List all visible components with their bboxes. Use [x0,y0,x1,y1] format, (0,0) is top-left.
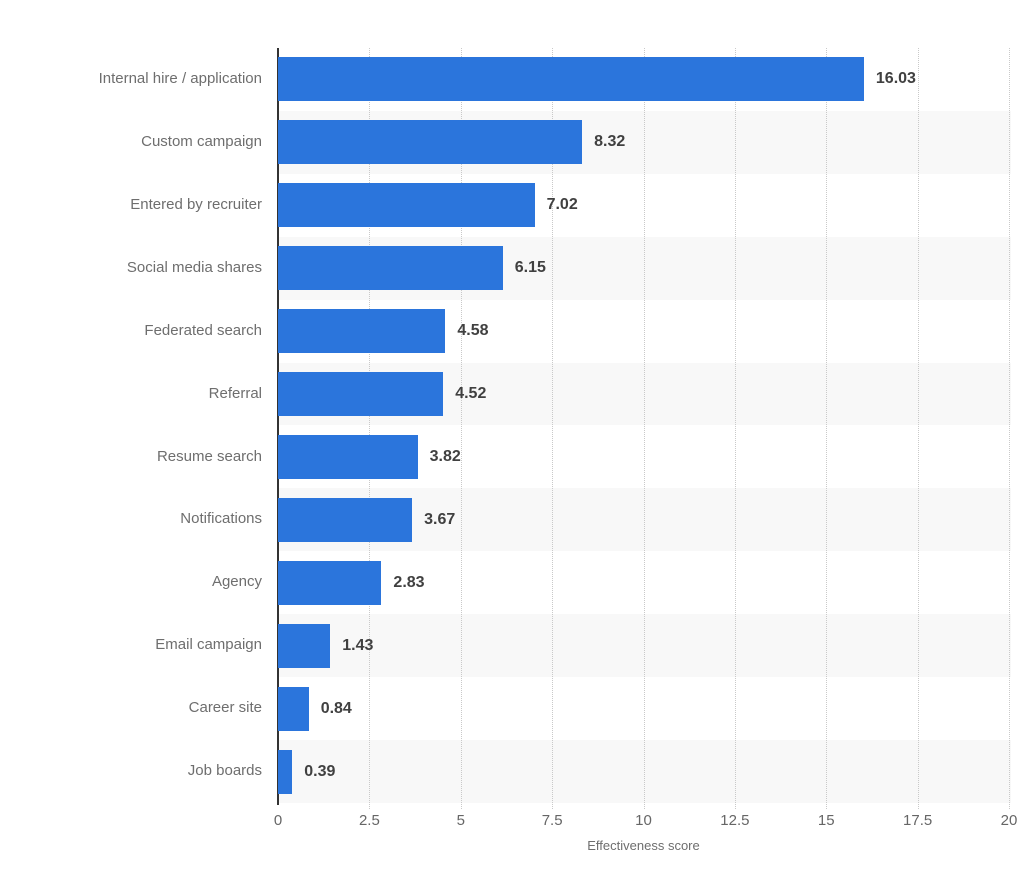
gridline [369,48,371,809]
category-label: Internal hire / application [98,70,262,87]
category-label: Entered by recruiter [130,195,262,213]
x-tick-label: 20 [1000,812,1018,829]
gridline [917,48,919,809]
gridline [734,48,736,809]
gridline [643,48,645,809]
value-label: 4.52 [455,385,487,403]
bar [278,560,382,605]
category-label: Notifications [180,510,262,528]
x-tick-label: 7.5 [541,812,563,829]
gridline [826,48,828,809]
category-label: Referral [208,384,262,402]
value-label: 8.32 [594,133,626,151]
bar [278,686,309,731]
bar [278,183,535,228]
bar [278,246,503,291]
category-label: Email campaign [155,636,262,654]
bar [278,57,864,102]
gridline [552,48,554,809]
x-tick-label: 0 [273,812,283,829]
value-label: 4.58 [457,322,489,340]
category-label: Federated search [144,321,262,339]
category-label: Social media shares [126,258,262,276]
value-label: 0.84 [320,699,352,717]
value-label: 1.43 [342,636,374,654]
x-tick-label: 2.5 [358,812,380,829]
value-label: 6.15 [514,259,546,277]
category-label: Custom campaign [141,132,262,150]
gridline [1009,48,1010,809]
bar [278,434,418,479]
x-axis-title: Effectiveness score [587,838,700,853]
value-label: 3.82 [429,447,461,465]
category-label: Agency [211,573,262,591]
x-tick-label: 17.5 [903,812,933,829]
bar [278,497,413,542]
value-label: 7.02 [546,196,578,214]
x-tick-label: 12.5 [720,812,750,829]
bar [278,623,331,668]
value-label: 3.67 [424,510,456,528]
category-label: Resume search [156,447,262,465]
category-label: Career site [188,699,262,717]
bar [278,309,446,354]
gridline [460,48,462,809]
x-tick-label: 15 [817,812,835,829]
row-band [278,740,1011,803]
y-axis-line [277,48,279,805]
x-tick-label: 10 [635,812,652,829]
value-label: 0.39 [304,762,336,780]
bar [278,749,293,794]
row-band [278,614,1011,678]
x-tick-label: 5 [456,812,465,829]
bar [278,120,583,165]
value-label: 2.83 [393,573,425,591]
value-label: 16.03 [875,70,916,88]
bar [278,372,444,417]
category-label: Job boards [187,762,262,780]
